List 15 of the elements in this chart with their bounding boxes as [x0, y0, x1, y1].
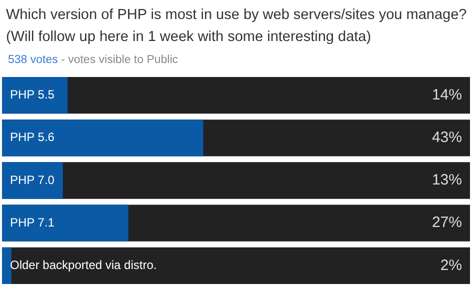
data-label: 13%	[432, 172, 462, 189]
data-label: 27%	[432, 214, 462, 232]
data-label: 43%	[432, 129, 462, 146]
y-tick-label: PHP 5.5	[10, 88, 55, 102]
data-label: 14%	[432, 86, 462, 104]
chart-title: Which version of PHP is most in use by web servers/sites you manage? (Will follow up here in 1 week with some interesting data)	[5, 6, 468, 47]
bar	[2, 162, 63, 199]
y-tick-label: PHP 7.0	[10, 172, 55, 187]
data-label: 2%	[440, 256, 462, 274]
chart-subtitle: 538 votes - votes visible to Public	[7, 53, 180, 68]
bar	[2, 76, 68, 114]
y-tick-label: PHP 5.6	[10, 130, 55, 144]
y-tick-label: PHP 7.1	[10, 215, 55, 230]
bar	[2, 204, 128, 242]
bar	[2, 247, 12, 284]
